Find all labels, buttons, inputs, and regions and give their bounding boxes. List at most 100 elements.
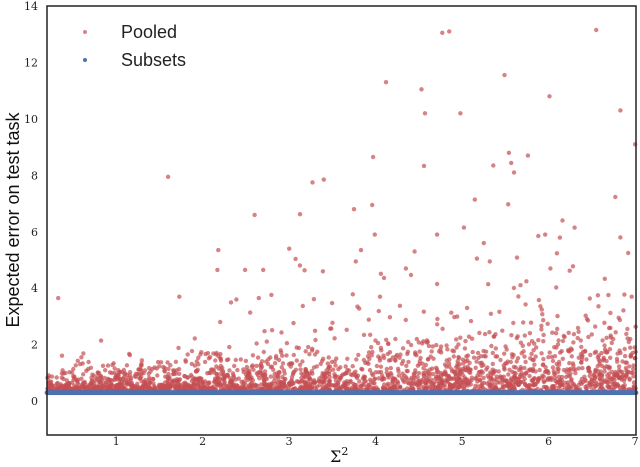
pooled-point bbox=[440, 326, 445, 331]
pooled-point bbox=[379, 373, 385, 378]
pooled-point bbox=[280, 361, 286, 366]
pooled-point bbox=[417, 349, 422, 354]
pooled-point bbox=[256, 295, 261, 301]
y-tick-labels: 0 2 4 6 8 10 12 14 bbox=[24, 0, 38, 408]
pooled-point bbox=[550, 365, 556, 370]
pooled-point bbox=[444, 358, 449, 363]
pooled-point bbox=[421, 376, 426, 382]
pooled-point bbox=[396, 373, 402, 378]
pooled-point bbox=[488, 370, 493, 375]
pooled-point bbox=[218, 363, 223, 369]
pooled-point bbox=[192, 336, 197, 341]
pooled-point bbox=[555, 326, 560, 332]
pooled-point bbox=[192, 376, 197, 381]
pooled-point bbox=[579, 357, 584, 362]
pooled-point bbox=[605, 377, 610, 382]
pooled-point bbox=[356, 352, 361, 358]
pooled-point bbox=[191, 382, 197, 387]
y-tick-label: 8 bbox=[31, 169, 38, 182]
pooled-point bbox=[434, 370, 439, 375]
pooled-point bbox=[530, 368, 535, 374]
x-tick-label: 4 bbox=[372, 435, 379, 448]
pooled-point bbox=[502, 365, 507, 371]
pooled-point bbox=[345, 356, 350, 361]
pooled-point bbox=[300, 359, 305, 364]
pooled-point bbox=[166, 366, 171, 372]
pooled-point bbox=[593, 383, 599, 389]
pooled-point bbox=[462, 383, 467, 388]
pooled-point bbox=[444, 364, 449, 369]
pooled-point bbox=[273, 386, 279, 391]
pooled-point bbox=[584, 386, 589, 391]
pooled-point bbox=[79, 355, 84, 360]
pooled-point bbox=[177, 382, 183, 387]
pooled-point bbox=[498, 357, 503, 363]
pooled-point bbox=[228, 300, 234, 305]
pooled-point bbox=[327, 378, 332, 384]
pooled-point bbox=[310, 180, 315, 185]
pooled-point bbox=[567, 360, 572, 366]
pooled-point bbox=[463, 338, 468, 344]
pooled-point bbox=[280, 353, 285, 358]
pooled-point bbox=[135, 385, 140, 390]
pooled-point bbox=[488, 311, 494, 316]
pooled-point bbox=[399, 361, 405, 366]
pooled-point bbox=[307, 371, 312, 376]
pooled-point bbox=[627, 376, 632, 381]
pooled-point bbox=[546, 355, 551, 360]
pooled-point bbox=[366, 350, 372, 355]
pooled-point bbox=[396, 369, 401, 374]
pooled-point bbox=[321, 177, 326, 182]
pooled-point bbox=[420, 361, 425, 366]
pooled-point bbox=[449, 310, 454, 315]
pooled-point bbox=[493, 386, 498, 391]
pooled-point bbox=[541, 332, 546, 338]
pooled-point bbox=[367, 356, 372, 361]
pooled-point bbox=[214, 350, 219, 356]
pooled-point bbox=[539, 327, 544, 332]
pooled-point bbox=[622, 382, 627, 388]
pooled-point bbox=[109, 370, 115, 376]
pooled-point bbox=[602, 320, 607, 325]
pooled-point bbox=[177, 294, 182, 299]
pooled-point bbox=[626, 250, 631, 256]
pooled-point bbox=[527, 373, 532, 379]
pooled-point bbox=[238, 357, 243, 362]
pooled-point bbox=[351, 207, 357, 212]
pooled-point bbox=[358, 247, 364, 253]
pooled-point bbox=[440, 372, 446, 377]
pooled-point bbox=[520, 343, 525, 348]
pooled-point bbox=[464, 305, 470, 311]
pooled-point bbox=[114, 377, 119, 382]
pooled-point bbox=[264, 339, 269, 344]
pooled-point bbox=[336, 367, 341, 372]
pooled-point bbox=[273, 356, 279, 361]
pooled-point bbox=[127, 352, 133, 358]
pooled-point bbox=[593, 324, 598, 329]
pooled-point bbox=[453, 374, 458, 380]
pooled-point bbox=[171, 371, 177, 376]
pooled-point bbox=[525, 153, 531, 158]
pooled-point bbox=[421, 365, 426, 371]
pooled-point bbox=[485, 365, 490, 370]
pooled-point bbox=[604, 364, 609, 369]
pooled-point bbox=[406, 359, 411, 365]
pooled-point bbox=[568, 366, 573, 372]
pooled-point bbox=[394, 352, 400, 358]
legend-pooled-marker bbox=[83, 30, 87, 34]
pooled-point bbox=[541, 339, 546, 344]
pooled-point bbox=[310, 381, 315, 386]
pooled-point bbox=[631, 380, 637, 385]
pooled-point bbox=[337, 377, 342, 382]
pooled-point bbox=[481, 240, 486, 246]
pooled-point bbox=[332, 383, 337, 388]
pooled-point bbox=[354, 374, 359, 379]
pooled-point bbox=[469, 336, 475, 341]
x-tick-label: 3 bbox=[286, 435, 293, 448]
pooled-point bbox=[159, 383, 165, 388]
pooled-point bbox=[381, 275, 387, 281]
pooled-point bbox=[622, 346, 627, 352]
pooled-point bbox=[553, 375, 558, 381]
pooled-point bbox=[280, 385, 285, 391]
pooled-point bbox=[555, 380, 560, 385]
